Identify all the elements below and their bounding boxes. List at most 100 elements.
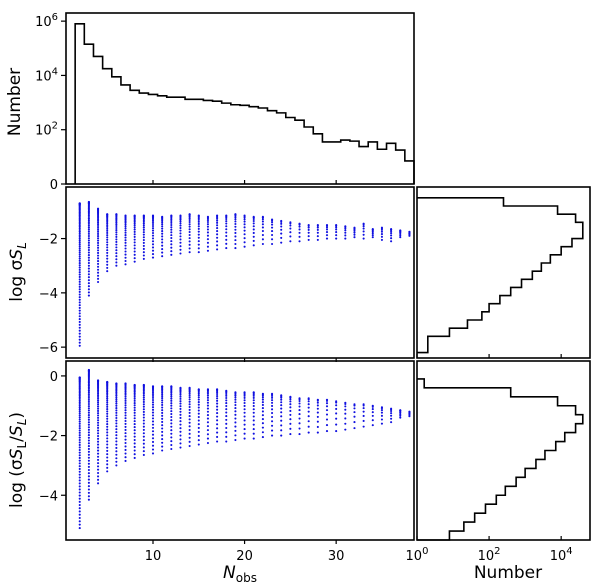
bot-point (133, 442, 136, 445)
bot-point (216, 435, 219, 439)
bot-point (115, 453, 118, 456)
bot-point (252, 404, 255, 408)
mid-point (243, 229, 246, 232)
mid-point (206, 234, 209, 237)
bot-point (78, 451, 81, 454)
bot-point (390, 414, 393, 417)
bot-point (133, 390, 136, 393)
bot-point (161, 434, 164, 437)
bot-point (179, 397, 182, 400)
mid-point (252, 231, 255, 235)
mid-point (371, 236, 374, 239)
bot-point (106, 403, 109, 406)
bot-point (87, 402, 90, 406)
bot-point (97, 426, 100, 429)
bottom-xlabel: Nobs (223, 563, 257, 585)
bot-point (206, 391, 209, 394)
mid-point (225, 225, 228, 228)
mid-point (188, 240, 191, 243)
mid-point (87, 262, 90, 265)
mid-point (179, 220, 182, 223)
mid-point (87, 221, 90, 224)
bot-point (280, 401, 283, 404)
bot-point (161, 411, 164, 415)
mid-point (197, 217, 200, 220)
mid-point (115, 261, 118, 264)
bot-point (142, 422, 145, 425)
bot-point (124, 390, 127, 393)
mid-point (106, 246, 109, 249)
bot-point (325, 418, 329, 421)
bot-point (97, 394, 100, 397)
rbot-histogram-step (417, 378, 584, 541)
mid-point (225, 220, 228, 223)
mid-point (124, 253, 127, 256)
mid-point (344, 234, 347, 237)
mid-point (124, 244, 127, 247)
mid-point (261, 220, 264, 223)
mid-point (115, 238, 118, 241)
bot-point (206, 396, 209, 399)
bot-point (142, 403, 145, 406)
mid-point (124, 227, 127, 230)
mid-point (289, 240, 292, 243)
mid-point (78, 280, 81, 283)
mid-point (78, 227, 81, 230)
mid-point (142, 220, 145, 223)
bot-point (142, 413, 145, 416)
mid-point (78, 285, 81, 288)
bot-point (161, 401, 164, 404)
bot-point (188, 394, 191, 397)
bot-point (151, 433, 155, 436)
mid-point (170, 221, 173, 224)
bot-point (298, 427, 301, 430)
bot-point (106, 420, 109, 423)
bot-point (225, 435, 228, 438)
mid-point (280, 232, 283, 235)
bot-point (115, 400, 118, 403)
bot-point (307, 400, 310, 403)
bot-point (87, 423, 90, 426)
mid-point (87, 214, 90, 217)
bot-point (380, 418, 383, 421)
mid-point (124, 221, 127, 224)
bot-point (408, 415, 411, 418)
mid-point (106, 222, 109, 225)
bot-point (206, 392, 209, 395)
bot-point (344, 402, 347, 406)
mid-point (106, 225, 109, 228)
bot-point (97, 458, 100, 461)
mid-point (335, 224, 338, 227)
mid-point (78, 283, 81, 286)
bot-point (115, 404, 118, 407)
mid-point (87, 285, 90, 288)
rmid-histogram-step (417, 197, 584, 354)
bot-point (271, 429, 274, 432)
bot-point (97, 416, 100, 419)
mid-point (261, 216, 264, 219)
mid-point (307, 226, 310, 229)
mid-point (234, 225, 237, 228)
bot-point (133, 445, 136, 449)
mid-point (106, 224, 109, 227)
bot-point (78, 438, 81, 442)
mid-point (234, 239, 237, 242)
bot-point (115, 409, 118, 412)
bot-point (206, 425, 209, 428)
bot-point (78, 523, 81, 526)
mid-point (216, 217, 219, 220)
mid-point (234, 220, 237, 223)
mid-point (225, 222, 228, 225)
bot-point (97, 432, 100, 435)
bot-point (188, 440, 191, 443)
bot-point (316, 407, 319, 410)
bot-point (115, 464, 118, 467)
mid-point (142, 231, 145, 234)
mid-point (78, 332, 81, 335)
mid-point (390, 230, 393, 233)
bot-point (87, 431, 90, 434)
bot-point (161, 395, 164, 398)
panel-top-histogram: 0 102 104 106 (35, 12, 415, 193)
mid-point (106, 254, 109, 257)
bot-point (87, 383, 90, 386)
